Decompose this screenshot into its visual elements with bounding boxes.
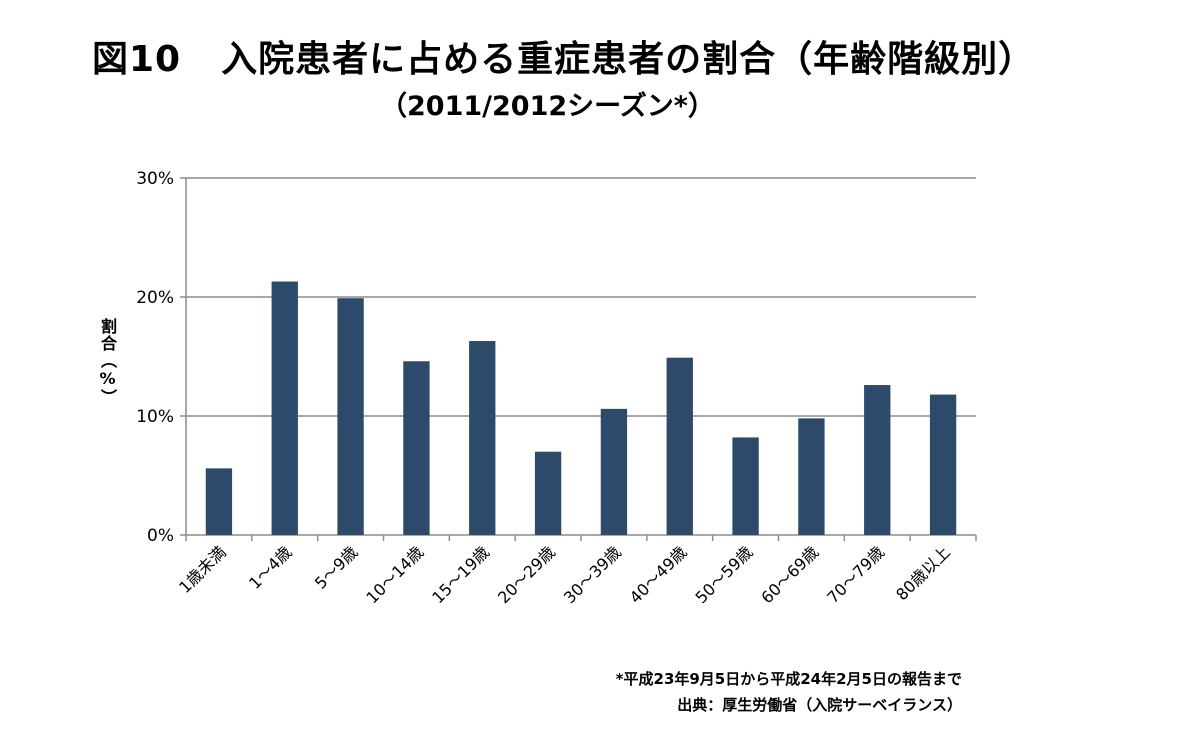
x-tick-label: 80歳以上 (892, 542, 954, 604)
bar (732, 437, 759, 535)
x-tick-label: 70～79歳 (823, 542, 888, 607)
bar (666, 357, 693, 535)
title-text: 入院患者に占める重症患者の割合（年齢階級別） (221, 39, 1036, 80)
x-tick-label: 50～59歳 (692, 542, 757, 607)
chart-title: 図10 入院患者に占める重症患者の割合（年齢階級別） (92, 30, 1035, 82)
x-tick-label: 60～69歳 (757, 542, 822, 607)
x-tick-label: 20～29歳 (494, 542, 559, 607)
bar (600, 408, 628, 535)
y-tick-label: 10% (136, 407, 174, 427)
x-tick-label: 1～4歳 (245, 542, 295, 592)
x-tick-label: 30～39歳 (560, 542, 625, 607)
x-tick-label: 10～14歳 (362, 542, 427, 607)
x-tick-label: 5～9歳 (311, 542, 361, 592)
y-axis-label: 割合（%） (98, 318, 117, 406)
bar (205, 468, 233, 535)
bar (469, 341, 496, 535)
bar (929, 394, 957, 535)
bar (864, 385, 891, 535)
footnote: *平成23年9月5日から平成24年2月5日の報告まで (615, 670, 962, 688)
y-tick-label: 30% (136, 169, 174, 189)
x-tick-label: 40～49歳 (626, 542, 691, 607)
y-tick-label: 0% (147, 526, 174, 546)
bar (798, 418, 825, 535)
x-tick-label: 1歳未満 (175, 542, 230, 597)
source-note: 出典：厚生労働省（入院サーベイランス） (677, 696, 962, 714)
y-tick-label: 20% (136, 288, 174, 308)
x-tick-label: 15～19歳 (428, 542, 493, 607)
bar (337, 298, 364, 535)
chart-subtitle: （2011/2012シーズン*） (380, 91, 715, 122)
bar (403, 361, 430, 535)
bar (271, 281, 298, 535)
figure-number: 図10 (92, 39, 182, 80)
bar (534, 451, 562, 535)
